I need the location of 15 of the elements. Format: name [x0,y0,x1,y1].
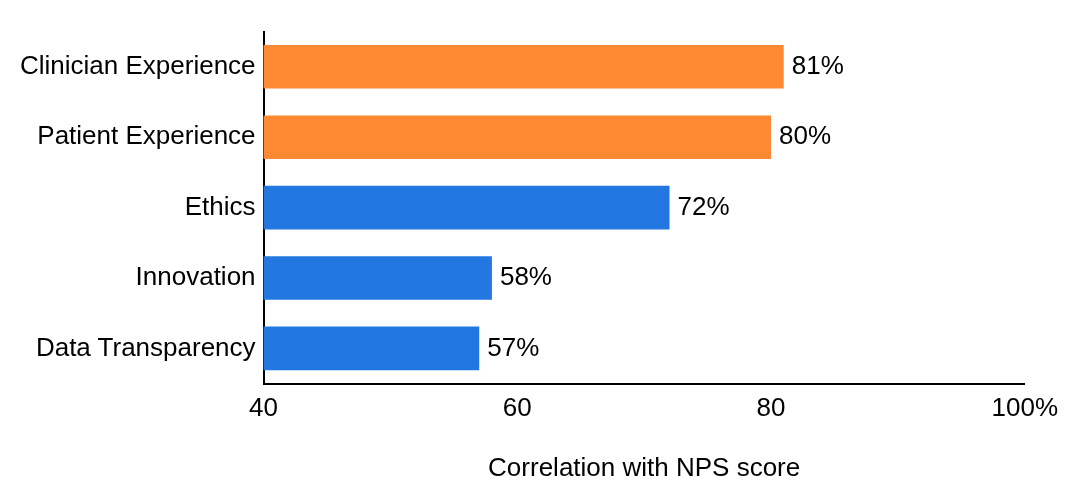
data-label: 80% [779,120,832,151]
y-tick-label: Innovation [135,261,256,292]
x-tick-label: 100% [991,392,1058,423]
x-axis-title: Correlation with NPS score [488,451,801,482]
data-label: 72% [677,190,730,221]
y-tick-label: Patient Experience [37,120,256,151]
y-tick-label: Ethics [184,190,256,221]
x-tick-label: 80 [756,392,786,423]
y-tick-label: Clinician Experience [20,49,256,80]
y-tick-label: Data Transparency [35,331,256,362]
x-tick-label: 60 [502,392,532,423]
x-tick-label: 40 [249,392,279,423]
data-label: 81% [791,49,844,80]
data-label: 58% [499,261,552,292]
data-label: 57% [487,331,540,362]
